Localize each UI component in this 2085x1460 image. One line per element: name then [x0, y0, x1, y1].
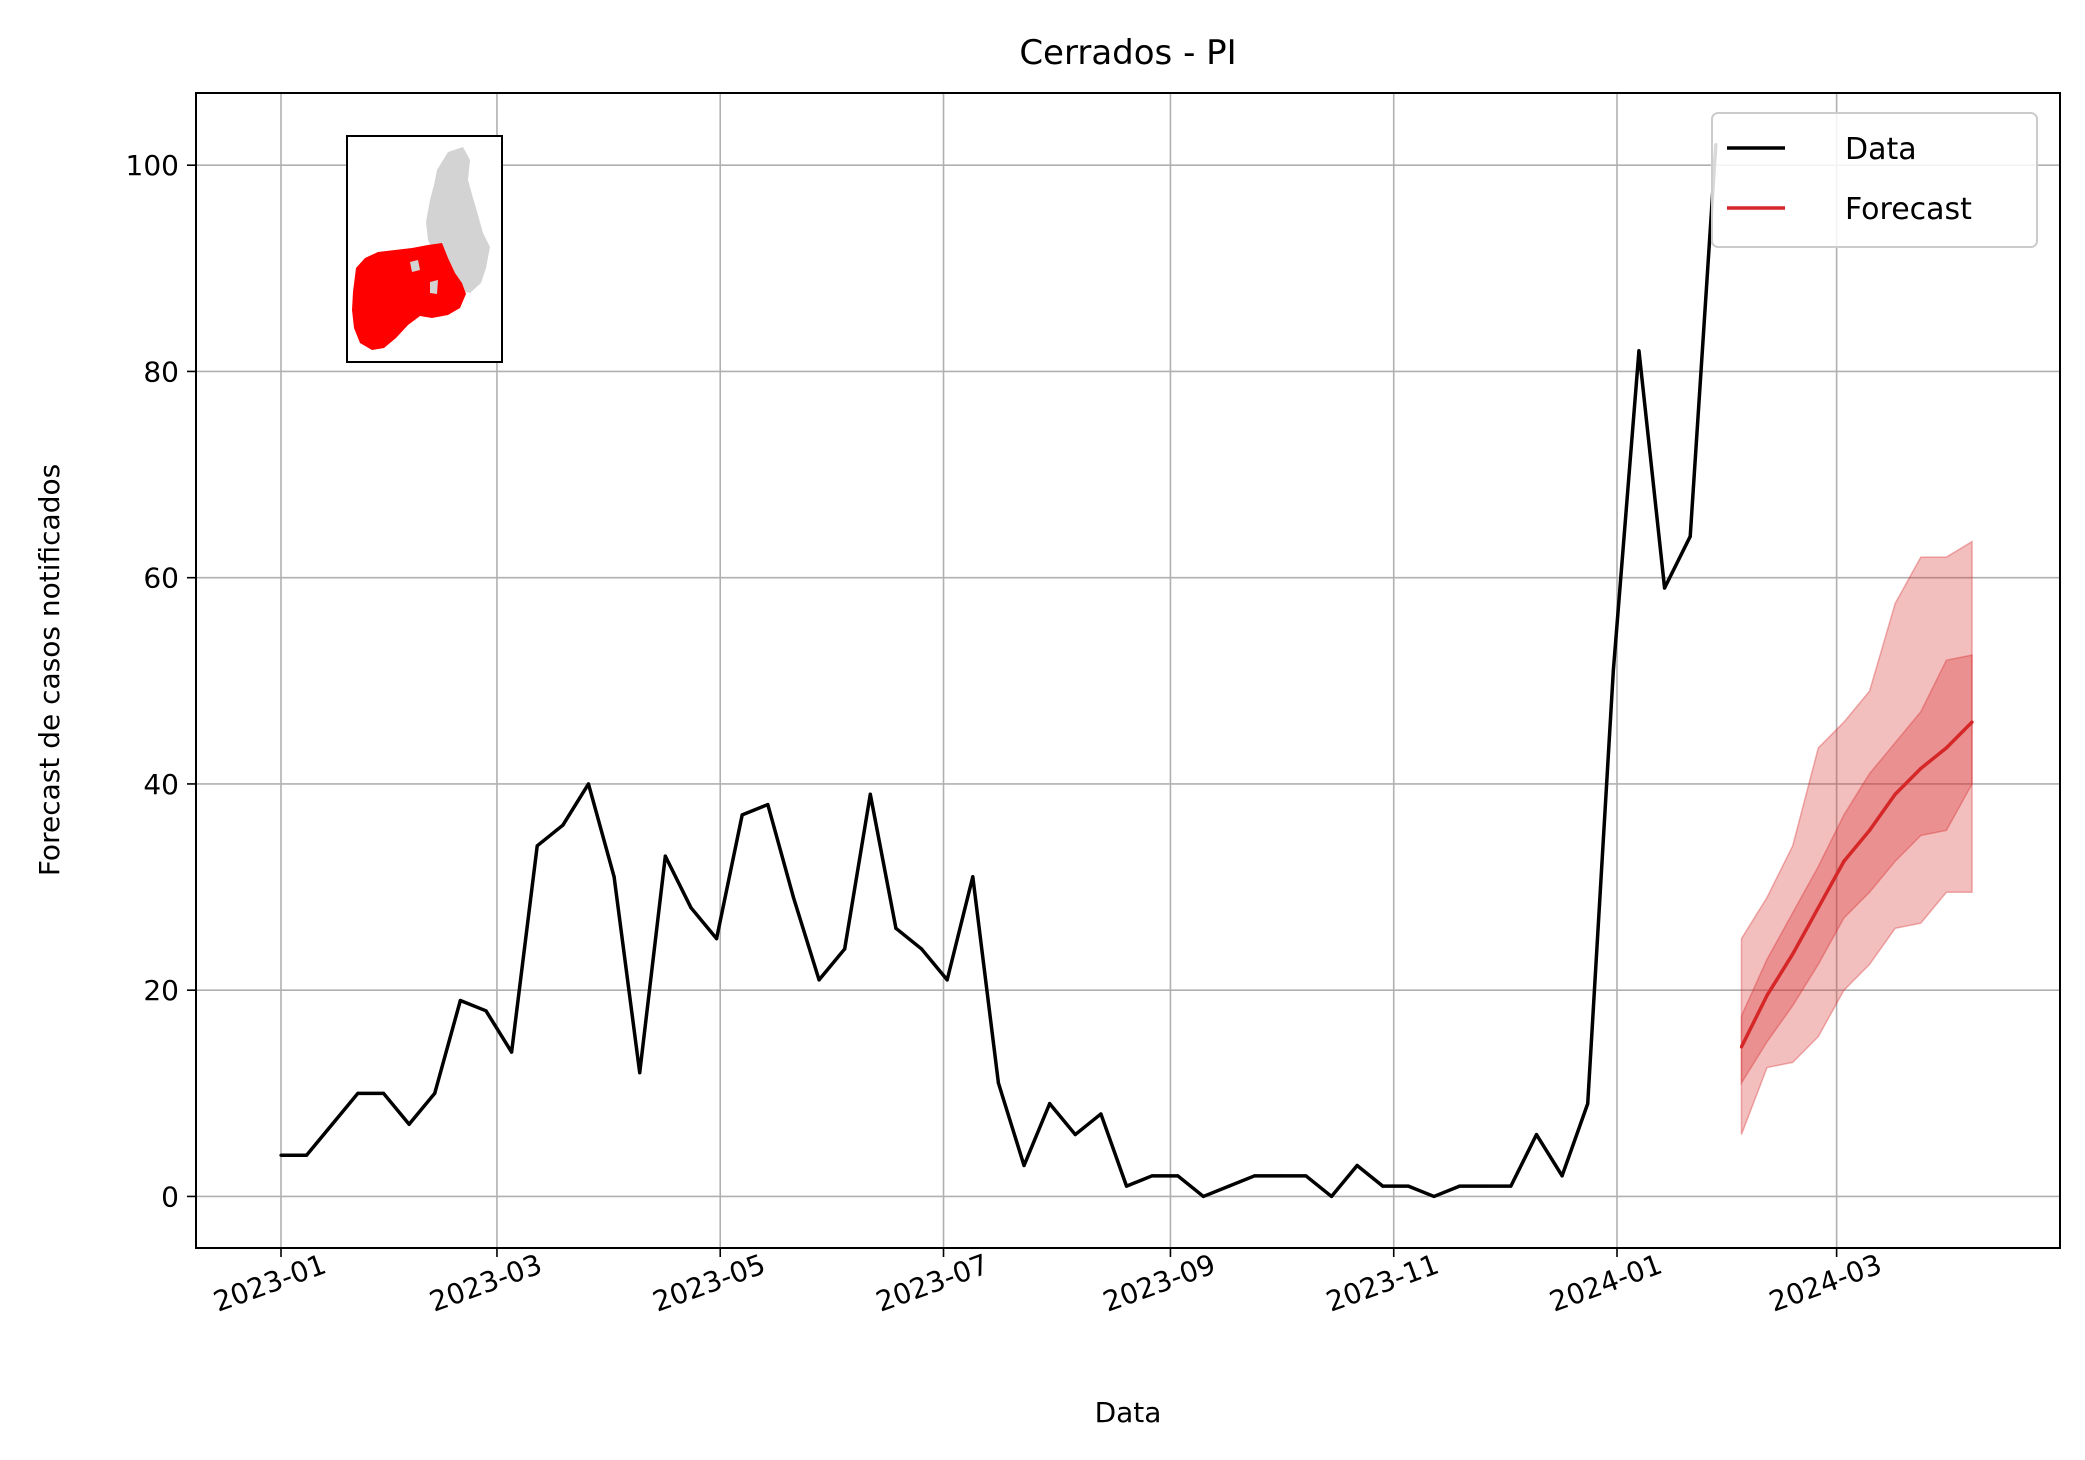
data-point	[561, 823, 565, 827]
forecast-band-inner	[1740, 654, 1973, 1086]
data-point	[279, 1153, 283, 1157]
data-point	[1048, 1102, 1052, 1106]
data-point	[356, 1091, 360, 1095]
data-point	[689, 906, 693, 910]
data-point	[1458, 1184, 1462, 1188]
data-point	[1124, 1184, 1129, 1188]
grid	[196, 93, 2060, 1248]
data-point	[996, 1081, 1001, 1085]
legend-label-data: Data	[1845, 132, 1917, 167]
forecast-point	[1867, 828, 1872, 832]
data-point	[433, 1091, 437, 1095]
data-point	[1099, 1112, 1103, 1116]
inset-map	[346, 135, 503, 363]
data-point	[1329, 1194, 1334, 1199]
legend-label-forecast: Forecast	[1845, 192, 1972, 227]
data-point	[740, 813, 744, 817]
forecast-point	[1919, 766, 1923, 771]
data-point	[509, 1050, 514, 1054]
data-point	[1637, 349, 1641, 353]
y-tick-label: 20	[143, 974, 179, 1007]
data-point	[1227, 1184, 1231, 1188]
data-point	[1073, 1132, 1077, 1137]
data-point	[1150, 1174, 1154, 1178]
data-point	[843, 947, 847, 951]
forecast-point	[1816, 906, 1820, 910]
y-axis-ticks: 0 20 40 60 80 100	[126, 149, 196, 1213]
data-point	[1253, 1174, 1257, 1178]
y-tick-label: 80	[143, 355, 179, 388]
legend: Data Forecast	[1711, 112, 2038, 248]
forecast-point	[1842, 859, 1846, 863]
map-region-cerrados	[352, 243, 466, 350]
data-point	[971, 875, 975, 879]
data-point	[1176, 1174, 1180, 1178]
data-point	[1611, 668, 1615, 673]
data-points	[279, 142, 1974, 1199]
data-point	[1304, 1174, 1308, 1178]
data-point	[1509, 1184, 1513, 1188]
forecast-point	[1944, 746, 1949, 750]
data-point	[1534, 1132, 1539, 1137]
data-point	[458, 998, 462, 1003]
data-point	[1688, 534, 1692, 539]
data-point	[817, 978, 821, 982]
data-point	[791, 895, 796, 899]
data-point	[638, 1071, 642, 1075]
data-point	[305, 1153, 309, 1157]
data-point	[1662, 586, 1667, 590]
forecast-point	[1970, 720, 1974, 724]
y-tick-label: 100	[126, 149, 179, 182]
y-tick-label: 0	[161, 1180, 179, 1213]
data-point	[714, 937, 719, 941]
data-point	[894, 926, 898, 930]
data-point	[1381, 1184, 1385, 1188]
data-point	[407, 1122, 411, 1126]
data-point	[535, 844, 539, 848]
data-point	[381, 1091, 386, 1095]
data-point	[1586, 1102, 1590, 1106]
forecast-line	[1739, 720, 1974, 1048]
y-tick-label: 40	[143, 768, 179, 801]
data-point	[919, 947, 924, 951]
forecast-band-outer	[1740, 540, 1973, 1135]
data-point	[868, 792, 872, 796]
x-axis-label: Data	[1095, 1396, 1162, 1429]
map-hole-2	[430, 280, 438, 294]
data-point	[586, 782, 591, 786]
data-point	[1355, 1163, 1359, 1168]
data-point	[1022, 1163, 1026, 1168]
forecast-point	[1893, 792, 1897, 796]
plot-frame	[195, 92, 2061, 1249]
data-point	[1406, 1184, 1410, 1188]
data-point	[1201, 1194, 1205, 1199]
data-point	[484, 1009, 488, 1013]
data-point	[663, 854, 667, 858]
data-point	[766, 802, 770, 807]
data-point	[1560, 1174, 1564, 1178]
y-axis-label: Forecast de casos notificados	[33, 464, 66, 876]
forecast-bands	[1740, 540, 1973, 1135]
map-hole-1	[410, 260, 420, 272]
forecast-point	[1765, 993, 1769, 997]
data-point	[1278, 1174, 1282, 1178]
chart-title: Cerrados - PI	[1019, 33, 1236, 73]
data-point	[612, 875, 616, 879]
data-point	[945, 978, 949, 982]
data-point	[330, 1122, 334, 1126]
legend-box	[1711, 112, 2038, 248]
y-tick-label: 60	[143, 562, 179, 595]
data-point	[1483, 1184, 1487, 1188]
forecast-point	[1739, 1045, 1744, 1049]
forecast-point	[1791, 952, 1795, 956]
data-point	[1432, 1194, 1436, 1199]
